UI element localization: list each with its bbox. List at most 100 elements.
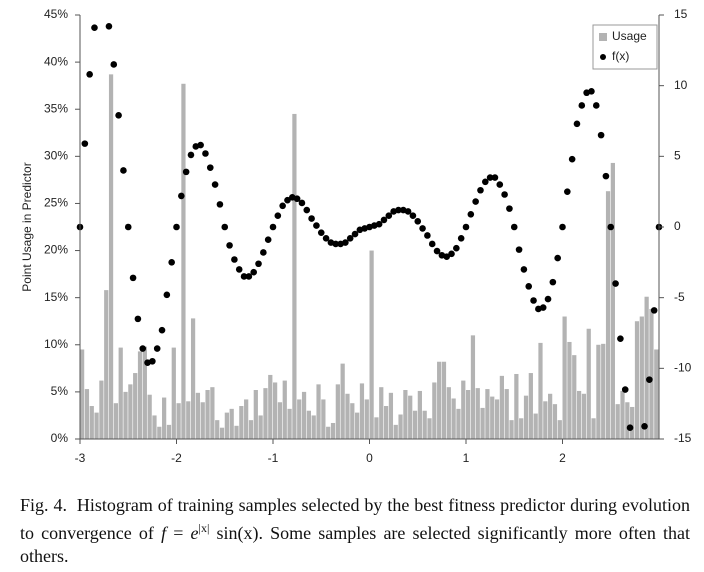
x-tick-label: -3 (75, 451, 86, 465)
histogram-bar (277, 402, 283, 439)
scatter-point (419, 225, 426, 232)
scatter-point (588, 88, 595, 95)
x-tick-label: 2 (559, 451, 566, 465)
scatter-point (612, 280, 619, 287)
histogram-bar (268, 374, 273, 439)
y-tick-label: 40% (44, 54, 68, 68)
histogram-bar (273, 382, 278, 439)
scatter-point (182, 168, 190, 176)
histogram-bar (364, 399, 369, 439)
histogram-bar (543, 401, 548, 439)
histogram-bar (610, 162, 615, 439)
scatter-point (409, 212, 417, 219)
y2-tick-label: -15 (674, 431, 692, 445)
histogram-bar (480, 407, 485, 439)
histogram-bar (306, 410, 311, 439)
scatter-point (515, 246, 523, 253)
histogram-bar (412, 410, 418, 439)
formula-rhs: sin(x) (216, 523, 259, 543)
histogram-bar (456, 408, 461, 439)
histogram-bar (239, 406, 244, 439)
histogram-bar (282, 380, 287, 439)
histogram-bar (234, 425, 239, 439)
y-tick-label: 0% (51, 431, 69, 445)
histogram-bar (417, 390, 422, 439)
scatter-point (211, 181, 219, 188)
histogram-bar (461, 380, 466, 439)
scatter-point (617, 335, 624, 342)
scatter-point (520, 266, 528, 273)
scatter-point (206, 164, 214, 171)
histogram-bar (244, 399, 249, 439)
y2-tick-label: 0 (674, 219, 681, 233)
histogram-bar (301, 391, 307, 439)
histogram-bar (533, 413, 538, 439)
scatter-point (525, 283, 533, 290)
histogram-bar (162, 397, 167, 439)
histogram-bar (287, 408, 292, 439)
histogram-bar (567, 341, 572, 439)
histogram-bar (359, 383, 365, 439)
scatter-point (134, 315, 142, 323)
scatter-point (448, 250, 455, 258)
histogram-bar (190, 318, 196, 439)
scatter-point (424, 232, 431, 239)
scatter-point (559, 223, 566, 231)
y-tick-label: 35% (44, 101, 68, 115)
scatter-point (226, 242, 233, 249)
y-tick-label: 20% (44, 243, 68, 257)
histogram-bar (205, 390, 210, 439)
histogram-bar (263, 388, 268, 439)
scatter-point (255, 260, 262, 268)
scatter-point (549, 278, 557, 286)
y-tick-label: 45% (44, 7, 68, 21)
y2-tick-label: -5 (674, 290, 685, 304)
histogram-bar (475, 388, 480, 439)
scatter-point (149, 357, 156, 365)
histogram-bar (523, 395, 529, 439)
histogram-bar (490, 396, 495, 439)
scatter-point (346, 235, 354, 242)
histogram-bar (581, 393, 587, 439)
y2-tick-label: 5 (674, 149, 681, 163)
scatter-point (129, 274, 137, 282)
scatter-point (641, 422, 648, 430)
scatter-point (414, 218, 422, 225)
histogram-bar (528, 373, 533, 439)
histogram-bar (133, 373, 138, 439)
histogram-bar (340, 363, 345, 439)
histogram-bar (137, 351, 143, 439)
histogram-bar (350, 403, 355, 439)
scatter-point (380, 216, 388, 224)
histogram-bar (113, 403, 118, 439)
scatter-point (231, 256, 238, 263)
histogram-bar (403, 390, 408, 439)
histogram-bar (432, 382, 437, 439)
histogram-bar (94, 412, 99, 439)
y2-tick-label: 15 (674, 7, 688, 21)
scatter-point (274, 212, 282, 219)
histogram-bar (557, 420, 562, 439)
scatter-point (81, 140, 89, 147)
histogram-bar (499, 375, 504, 439)
scatter-point (322, 235, 330, 242)
scatter-point (264, 236, 272, 244)
histogram-bar (99, 380, 104, 439)
scatter-point (578, 102, 586, 109)
scatter-point (298, 199, 306, 207)
histogram-bar (383, 406, 389, 439)
histogram-bar (330, 422, 336, 439)
scatter-point (491, 174, 499, 181)
scatter-point (235, 266, 243, 273)
scatter-point (173, 223, 180, 231)
scatter-point (496, 181, 504, 188)
scatter-point (221, 223, 229, 231)
histogram-bar (514, 373, 519, 439)
histogram-bar (379, 387, 384, 439)
scatter-point (153, 345, 161, 352)
scatter-point (86, 71, 93, 78)
histogram-bar (634, 321, 640, 439)
scatter-point (530, 297, 537, 304)
scatter-point (313, 222, 320, 229)
histogram-bar (195, 392, 201, 439)
